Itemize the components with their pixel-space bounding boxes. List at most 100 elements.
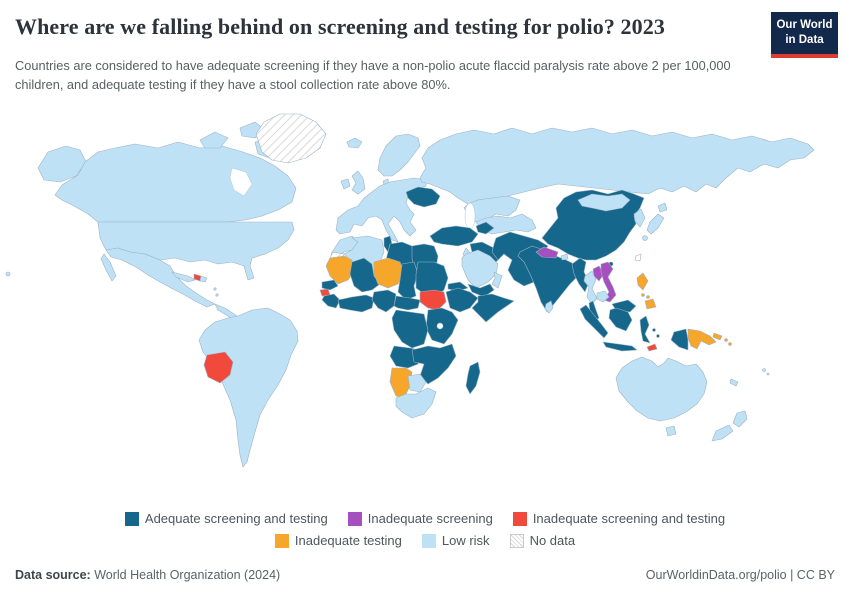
region-taiwan[interactable]	[634, 253, 642, 262]
legend-item-adequate[interactable]: Adequate screening and testing	[124, 511, 328, 526]
legend-swatch-inadequate-testing	[274, 533, 289, 548]
region-mali[interactable]	[349, 257, 381, 293]
region-sri-lanka[interactable]	[544, 300, 554, 314]
region-russia[interactable]	[419, 127, 815, 205]
owid-logo-text: Our World in Data	[771, 12, 838, 54]
page-subtitle: Countries are considered to have adequat…	[15, 58, 731, 93]
region-ireland[interactable]	[340, 178, 351, 190]
region-oman[interactable]	[491, 271, 503, 289]
region-indonesia[interactable]	[670, 328, 689, 351]
region-nepal[interactable]	[535, 246, 559, 259]
region-vietnam[interactable]	[600, 261, 617, 303]
region-south-america[interactable]	[198, 307, 299, 468]
region-cameroon-car[interactable]	[393, 295, 421, 311]
region-chad[interactable]	[397, 261, 419, 301]
region-guinea-coast[interactable]	[321, 293, 341, 309]
region-indonesia[interactable]	[579, 304, 609, 339]
legend-row-2: Inadequate testing Low risk No data	[0, 533, 850, 548]
region-lesser-antilles[interactable]	[215, 293, 219, 297]
legend-label: Inadequate screening and testing	[532, 511, 726, 526]
footer: Data source: World Health Organization (…	[15, 568, 835, 582]
region-hawaii[interactable]	[5, 271, 11, 277]
legend-swatch-adequate	[124, 511, 139, 526]
footer-attribution[interactable]: OurWorldinData.org/polio | CC BY	[645, 568, 835, 582]
region-senegal[interactable]	[321, 279, 339, 291]
region-indonesia[interactable]	[639, 315, 651, 344]
region-yemen[interactable]	[467, 283, 495, 298]
region-turkey[interactable]	[429, 225, 479, 247]
region-indonesia[interactable]	[656, 334, 660, 338]
region-caucasus[interactable]	[475, 221, 495, 235]
legend-swatch-inadequate-screening	[347, 511, 362, 526]
region-philippines[interactable]	[641, 293, 645, 297]
region-new-zealand[interactable]	[711, 424, 734, 442]
legend-label: Low risk	[441, 533, 490, 548]
region-papua-new-guinea[interactable]	[687, 328, 717, 350]
region-nigeria[interactable]	[371, 289, 397, 313]
region-papua-new-guinea[interactable]	[712, 332, 723, 341]
region-philippines[interactable]	[644, 298, 657, 310]
region-united-kingdom[interactable]	[351, 170, 366, 195]
region-niger[interactable]	[373, 257, 405, 289]
region-europe-mainland[interactable]	[335, 177, 427, 243]
region-namibia[interactable]	[389, 367, 413, 399]
region-korea[interactable]	[633, 208, 646, 228]
region-lesser-antilles[interactable]	[213, 287, 217, 291]
legend-label: No data	[529, 533, 576, 548]
region-philippines[interactable]	[636, 272, 649, 291]
region-new-caledonia[interactable]	[729, 378, 739, 387]
region-mauritania[interactable]	[325, 255, 355, 285]
region-cambodia[interactable]	[596, 290, 610, 303]
legend-swatch-low-risk	[421, 533, 436, 548]
region-saudi-arabia[interactable]	[461, 249, 499, 289]
region-dominican-republic[interactable]	[199, 275, 208, 283]
legend-label: Inadequate screening	[367, 511, 493, 526]
legend-item-inadequate-screening[interactable]: Inadequate screening	[347, 511, 493, 526]
owid-logo[interactable]: Our World in Data	[771, 12, 838, 58]
region-ukraine[interactable]	[405, 186, 441, 208]
region-drc-congo[interactable]	[391, 309, 429, 349]
legend-item-inadequate-both[interactable]: Inadequate screening and testing	[512, 511, 726, 526]
region-bolivia[interactable]	[203, 351, 234, 384]
region-somalia[interactable]	[471, 293, 515, 323]
owid-logo-red-bar	[771, 53, 838, 58]
region-indonesia[interactable]	[652, 328, 656, 332]
region-new-zealand[interactable]	[732, 410, 748, 428]
region-baja-california[interactable]	[100, 253, 117, 282]
region-fiji[interactable]	[762, 368, 766, 372]
legend-item-low-risk[interactable]: Low risk	[421, 533, 490, 548]
region-indonesia[interactable]	[602, 341, 638, 352]
region-timor-leste[interactable]	[646, 343, 658, 352]
region-ethiopia[interactable]	[445, 287, 479, 313]
region-south-africa[interactable]	[395, 387, 437, 419]
region-bhutan[interactable]	[560, 253, 569, 261]
legend-item-inadequate-testing[interactable]: Inadequate testing	[274, 533, 402, 548]
region-philippines[interactable]	[646, 295, 650, 299]
region-gulf-of-guinea-coast[interactable]	[337, 294, 375, 313]
region-zambia-mozambique[interactable]	[411, 343, 457, 385]
region-australia[interactable]	[615, 356, 708, 422]
region-solomon-islands[interactable]	[728, 342, 732, 346]
region-fiji[interactable]	[766, 372, 770, 376]
region-japan[interactable]	[642, 235, 648, 241]
region-solomon-islands[interactable]	[724, 338, 728, 342]
region-tasmania[interactable]	[665, 425, 677, 437]
region-iceland[interactable]	[346, 137, 363, 149]
region-mongolia[interactable]	[577, 193, 631, 212]
region-south-sudan[interactable]	[419, 289, 447, 311]
region-japan[interactable]	[657, 202, 668, 213]
region-madagascar[interactable]	[465, 361, 481, 395]
page-title: Where are we falling behind on screening…	[15, 14, 665, 39]
region-arctic-island[interactable]	[199, 131, 229, 149]
region-japan[interactable]	[646, 213, 665, 235]
region-indonesia[interactable]	[608, 307, 633, 332]
lake-victoria	[436, 322, 444, 330]
region-botswana[interactable]	[407, 373, 427, 393]
legend-item-no-data[interactable]: No data	[509, 533, 576, 548]
region-cuba[interactable]	[171, 271, 196, 283]
region-greenland[interactable]	[255, 113, 327, 164]
legend-swatch-inadequate-both	[512, 511, 527, 526]
region-scandinavia[interactable]	[377, 133, 421, 177]
